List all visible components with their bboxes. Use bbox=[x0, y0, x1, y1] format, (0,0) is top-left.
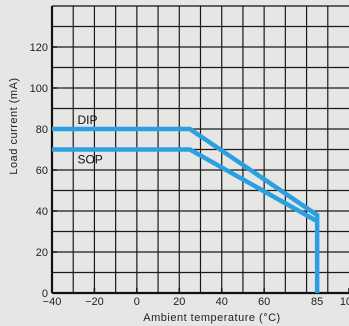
series-label-dip: DIP bbox=[77, 113, 97, 127]
x-tick-label: 85 bbox=[311, 296, 323, 308]
y-tick-label: 20 bbox=[36, 247, 48, 259]
x-tick-label: 20 bbox=[173, 296, 185, 308]
y-tick-label: 120 bbox=[30, 42, 48, 54]
x-tick-label: −20 bbox=[85, 296, 104, 308]
x-tick-label: −40 bbox=[43, 296, 62, 308]
series-label-sop: SOP bbox=[77, 153, 102, 167]
series-labels: DIP SOP bbox=[77, 113, 102, 167]
y-tick-label: 40 bbox=[36, 206, 48, 218]
x-tick-labels: −40 −20 0 20 40 60 85 100 bbox=[43, 296, 349, 308]
y-tick-labels: 0 20 40 60 80 100 120 bbox=[30, 42, 48, 300]
x-tick-label: 0 bbox=[134, 296, 140, 308]
x-axis-title: Ambient temperature (°C) bbox=[143, 312, 280, 324]
y-tick-label: 80 bbox=[36, 124, 48, 136]
y-axis-title: Load current (mA) bbox=[8, 77, 20, 174]
y-tick-label: 100 bbox=[30, 83, 48, 95]
series-line-dip bbox=[52, 126, 320, 293]
series-line-sop bbox=[52, 147, 319, 224]
y-tick-label: 0 bbox=[42, 288, 48, 300]
x-tick-label: 60 bbox=[258, 296, 270, 308]
x-tick-label: 40 bbox=[216, 296, 228, 308]
series-layer bbox=[52, 126, 320, 293]
grid bbox=[52, 6, 349, 293]
y-tick-label: 60 bbox=[36, 165, 48, 177]
x-tick-label: 100 bbox=[340, 296, 349, 308]
